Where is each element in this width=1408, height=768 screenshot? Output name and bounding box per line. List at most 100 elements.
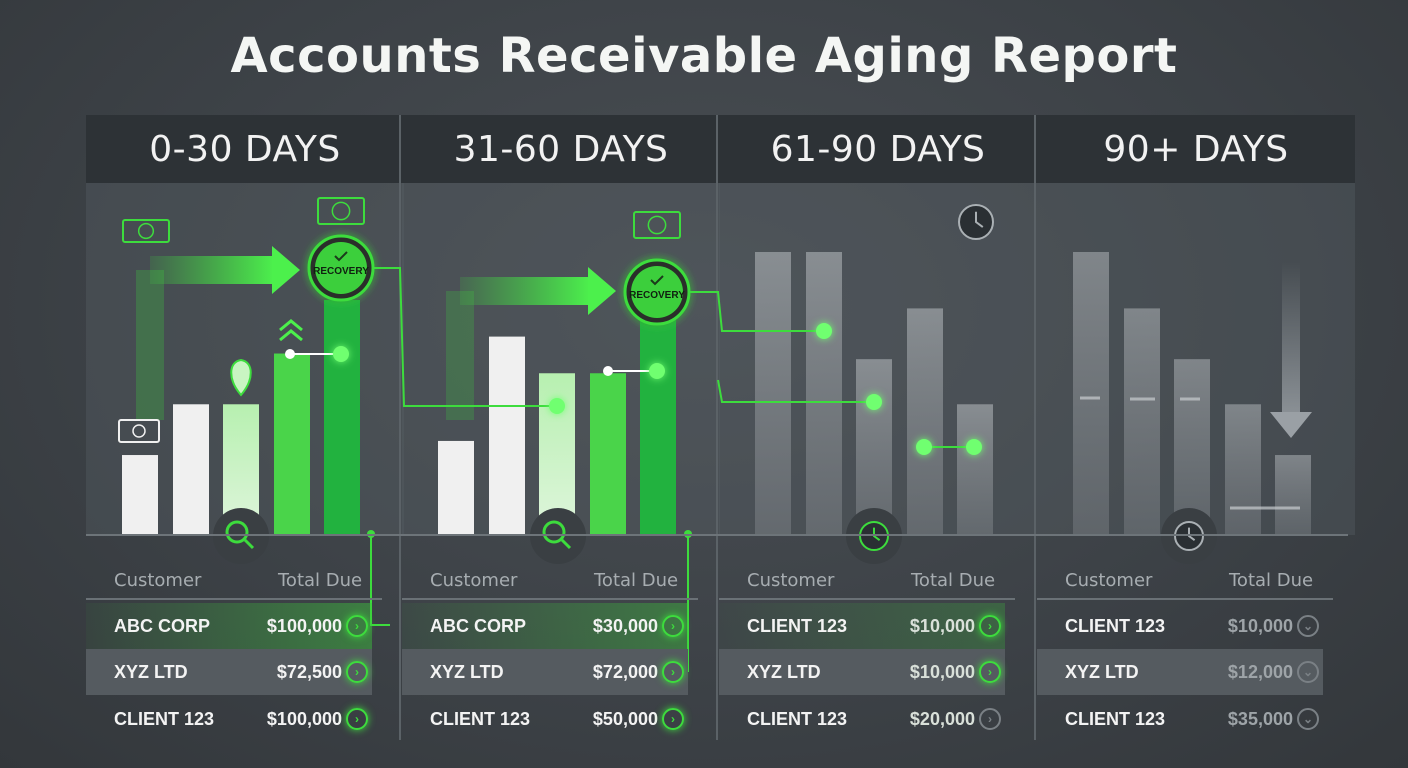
glow-dot bbox=[916, 439, 932, 455]
table-row[interactable]: CLIENT 123 $10,000 ⌄ bbox=[1037, 603, 1323, 649]
money-icon-coin bbox=[137, 222, 155, 240]
table-row[interactable]: CLIENT 123 $20,000 › bbox=[719, 696, 1005, 742]
table-row[interactable]: ABC CORP $30,000 › bbox=[402, 603, 688, 649]
panel-header: 90+ DAYS bbox=[1037, 115, 1355, 183]
table-row[interactable]: XYZ LTD $10,000 › bbox=[719, 649, 1005, 695]
customer-name: CLIENT 123 bbox=[114, 708, 215, 729]
recovery-column bbox=[324, 300, 360, 534]
total-due-amount: $72,500 bbox=[276, 661, 342, 682]
table-row[interactable]: CLIENT 123 $100,000 › bbox=[86, 696, 372, 742]
chevron-right-icon[interactable]: › bbox=[662, 661, 684, 683]
panel-header: 61-90 DAYS bbox=[719, 115, 1037, 183]
customer-name: ABC CORP bbox=[430, 615, 527, 636]
glow-dot bbox=[816, 323, 832, 339]
table-row[interactable]: CLIENT 123 $10,000 › bbox=[719, 603, 1005, 649]
chevron-right-icon[interactable]: › bbox=[979, 615, 1001, 637]
bar bbox=[122, 455, 158, 534]
connector-line bbox=[370, 534, 390, 626]
baseline-icon-bg bbox=[530, 508, 586, 564]
bar bbox=[489, 336, 525, 534]
money-icon bbox=[633, 211, 681, 239]
glow-dot bbox=[866, 394, 882, 410]
total-due-amount: $72,000 bbox=[592, 661, 658, 682]
bar bbox=[1275, 455, 1311, 534]
money-icon-coin bbox=[132, 424, 146, 438]
chevron-right-icon[interactable]: › bbox=[979, 661, 1001, 683]
down-arrow-shaft bbox=[1282, 262, 1300, 412]
glow-dot bbox=[966, 439, 982, 455]
location-pin-icon bbox=[230, 358, 252, 397]
chevron-right-icon[interactable]: › bbox=[662, 708, 684, 730]
customer-name: XYZ LTD bbox=[1065, 661, 1139, 682]
chevron-right-icon[interactable]: › bbox=[346, 661, 368, 683]
bar bbox=[274, 353, 310, 534]
table-row[interactable]: CLIENT 123 $35,000 ⌄ bbox=[1037, 696, 1323, 742]
table-row[interactable]: CLIENT 123 $50,000 › bbox=[402, 696, 688, 742]
recovery-badge-inner bbox=[631, 266, 683, 318]
bar bbox=[907, 308, 943, 534]
bar bbox=[438, 440, 474, 534]
panel-header: 31-60 DAYS bbox=[402, 115, 720, 183]
bar bbox=[755, 252, 791, 534]
dot bbox=[603, 366, 613, 376]
column-header-total-due: Total Due bbox=[1229, 570, 1314, 591]
total-due-amount: $10,000 bbox=[909, 661, 975, 682]
panel-divider bbox=[1034, 115, 1036, 740]
report-title: Accounts Receivable Aging Report bbox=[230, 28, 1178, 84]
search-icon bbox=[225, 520, 249, 544]
total-due-amount: $30,000 bbox=[592, 615, 658, 636]
money-icon-coin bbox=[331, 201, 351, 221]
clock-hands bbox=[1188, 527, 1196, 541]
column-header-total-due: Total Due bbox=[911, 570, 996, 591]
total-due-amount: $12,000 bbox=[1227, 661, 1293, 682]
chevron-right-icon[interactable]: › bbox=[346, 708, 368, 730]
check-icon bbox=[650, 275, 664, 286]
connector-line bbox=[717, 379, 874, 403]
customer-name: XYZ LTD bbox=[747, 661, 821, 682]
clock-hands bbox=[873, 527, 881, 541]
recovery-badge-inner bbox=[315, 242, 367, 294]
total-due-amount: $50,000 bbox=[592, 708, 658, 729]
chevron-right-icon[interactable]: › bbox=[979, 708, 1001, 730]
total-due-amount: $35,000 bbox=[1227, 708, 1293, 729]
column-header-customer: Customer bbox=[747, 570, 835, 591]
bar bbox=[1174, 359, 1210, 534]
chevron-right-icon[interactable]: › bbox=[346, 615, 368, 637]
arrow-head bbox=[272, 246, 300, 294]
search-icon-handle bbox=[243, 538, 255, 550]
glow-dot bbox=[333, 346, 349, 362]
panel-header: 0-30 DAYS bbox=[86, 115, 404, 183]
dot bbox=[285, 349, 295, 359]
check-icon bbox=[334, 251, 348, 262]
total-due-amount: $10,000 bbox=[1227, 615, 1293, 636]
money-icon bbox=[122, 219, 170, 243]
column-header-customer: Customer bbox=[114, 570, 202, 591]
table-divider bbox=[86, 598, 382, 600]
table-row[interactable]: XYZ LTD $12,000 ⌄ bbox=[1037, 649, 1323, 695]
bar bbox=[856, 359, 892, 534]
bar bbox=[1124, 308, 1160, 534]
recovery-label: RECOVERY bbox=[313, 266, 369, 277]
table-row[interactable]: XYZ LTD $72,000 › bbox=[402, 649, 688, 695]
arrow-shaft bbox=[150, 256, 274, 284]
search-icon bbox=[542, 520, 566, 544]
search-icon-handle bbox=[560, 538, 572, 550]
total-due-amount: $20,000 bbox=[909, 708, 975, 729]
chevron-right-icon[interactable]: ⌄ bbox=[1297, 661, 1319, 683]
table-row[interactable]: XYZ LTD $72,500 › bbox=[86, 649, 372, 695]
chevron-right-icon[interactable]: ⌄ bbox=[1297, 615, 1319, 637]
bar bbox=[806, 252, 842, 534]
chevron-right-icon[interactable]: › bbox=[662, 615, 684, 637]
clock-hands bbox=[975, 211, 984, 228]
recovery-column bbox=[640, 320, 676, 534]
table-divider bbox=[719, 598, 1015, 600]
arrow-head bbox=[588, 267, 616, 315]
down-arrow-icon bbox=[1270, 412, 1312, 438]
chevron-up-icon bbox=[279, 319, 303, 342]
arrow-shaft bbox=[460, 277, 590, 305]
glow-dot bbox=[649, 363, 665, 379]
chevron-right-icon[interactable]: ⌄ bbox=[1297, 708, 1319, 730]
table-row[interactable]: ABC CORP $100,000 › bbox=[86, 603, 372, 649]
customer-name: XYZ LTD bbox=[114, 661, 188, 682]
